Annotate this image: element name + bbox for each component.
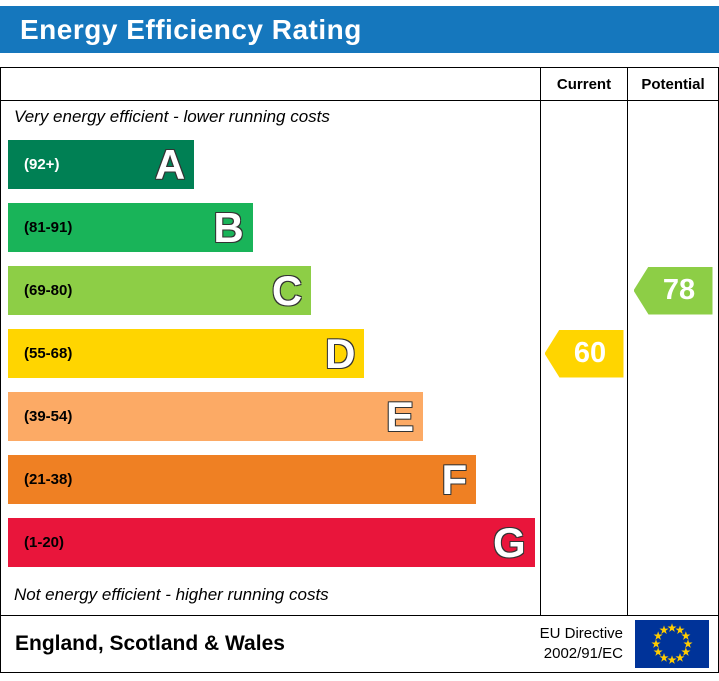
region-label: England, Scotland & Wales xyxy=(15,632,285,655)
band-row-g: (1-20) G xyxy=(1,511,718,574)
current-column-header: Current xyxy=(540,68,627,100)
band-cell-c: (69-80) C xyxy=(1,259,540,322)
band-range-c: (69-80) xyxy=(24,282,73,299)
potential-cell-top xyxy=(627,101,718,133)
band-row-e: (39-54) E xyxy=(1,385,718,448)
band-cell-g: (1-20) G xyxy=(1,511,540,574)
band-letter-d: D xyxy=(325,329,356,377)
current-cell-c xyxy=(540,259,627,322)
title-bar: Energy Efficiency Rating xyxy=(0,6,719,53)
band-range-b: (81-91) xyxy=(24,219,73,236)
band-row-f: (21-38) F xyxy=(1,448,718,511)
band-range-g: (1-20) xyxy=(24,534,65,551)
band-cell-b: (81-91) B xyxy=(1,196,540,259)
band-range-a: (92+) xyxy=(24,156,60,173)
eu-directive-line1: EU Directive xyxy=(539,624,623,642)
band-cell-a: (92+) A xyxy=(1,133,540,196)
top-note-row: Very energy efficient - lower running co… xyxy=(1,101,718,133)
potential-rating-arrow: 78 xyxy=(633,266,713,315)
potential-cell-a xyxy=(627,133,718,196)
band-range-d: (55-68) xyxy=(24,345,73,362)
current-cell-b xyxy=(540,196,627,259)
potential-cell-d xyxy=(627,322,718,385)
eu-directive-label: EU Directive 2002/91/EC xyxy=(540,624,623,665)
band-row-b: (81-91) B xyxy=(1,196,718,259)
current-cell-bottom xyxy=(540,574,627,615)
band-range-f: (21-38) xyxy=(24,471,73,488)
potential-rating-value: 78 xyxy=(662,274,696,306)
potential-cell-b xyxy=(627,196,718,259)
band-bar-a: (92+) A xyxy=(8,140,195,189)
current-cell-f xyxy=(540,448,627,511)
band-cell-e: (39-54) E xyxy=(1,385,540,448)
potential-column-header: Potential xyxy=(627,68,718,100)
potential-cell-bottom xyxy=(627,574,718,615)
top-note: Very energy efficient - lower running co… xyxy=(14,107,330,126)
footer: England, Scotland & Wales EU Directive 2… xyxy=(0,616,719,673)
band-letter-b: B xyxy=(213,203,244,251)
current-cell-g xyxy=(540,511,627,574)
potential-cell-f xyxy=(627,448,718,511)
band-bar-g: (1-20) G xyxy=(8,518,535,567)
epc-rating-page: Energy Efficiency Rating Current Potenti… xyxy=(0,6,719,673)
current-cell-e xyxy=(540,385,627,448)
band-bar-d: (55-68) D xyxy=(8,329,365,378)
spacer-cell xyxy=(1,68,540,100)
current-cell-d: 60 xyxy=(540,322,627,385)
band-bar-e: (39-54) E xyxy=(8,392,423,441)
rating-chart: Current Potential Very energy efficient … xyxy=(0,67,719,616)
current-rating-arrow: 60 xyxy=(544,329,624,378)
band-letter-a: A xyxy=(154,140,186,188)
band-row-d: (55-68) D 60 xyxy=(1,322,718,385)
eu-directive-line2: 2002/91/EC xyxy=(543,645,623,662)
band-letter-e: E xyxy=(385,392,414,440)
potential-cell-e xyxy=(627,385,718,448)
page-title: Energy Efficiency Rating xyxy=(20,13,362,45)
band-cell-f: (21-38) F xyxy=(1,448,540,511)
current-cell-a xyxy=(540,133,627,196)
current-cell-top xyxy=(540,101,627,133)
band-range-e: (39-54) xyxy=(24,408,73,425)
band-letter-c: C xyxy=(271,266,303,314)
current-rating-value: 60 xyxy=(573,337,607,369)
band-row-a: (92+) A xyxy=(1,133,718,196)
bottom-note-row: Not energy efficient - higher running co… xyxy=(1,574,718,615)
band-bar-b: (81-91) B xyxy=(8,203,253,252)
band-row-c: (69-80) C 78 xyxy=(1,259,718,322)
eu-flag xyxy=(635,620,709,668)
bottom-note: Not energy efficient - higher running co… xyxy=(14,584,329,604)
band-letter-g: G xyxy=(493,518,526,566)
potential-cell-g xyxy=(627,511,718,574)
potential-cell-c: 78 xyxy=(627,259,718,322)
column-header-row: Current Potential xyxy=(1,68,718,101)
band-bar-c: (69-80) C xyxy=(8,266,312,315)
band-letter-f: F xyxy=(441,455,468,503)
band-bar-f: (21-38) F xyxy=(8,455,477,504)
band-cell-d: (55-68) D xyxy=(1,322,540,385)
